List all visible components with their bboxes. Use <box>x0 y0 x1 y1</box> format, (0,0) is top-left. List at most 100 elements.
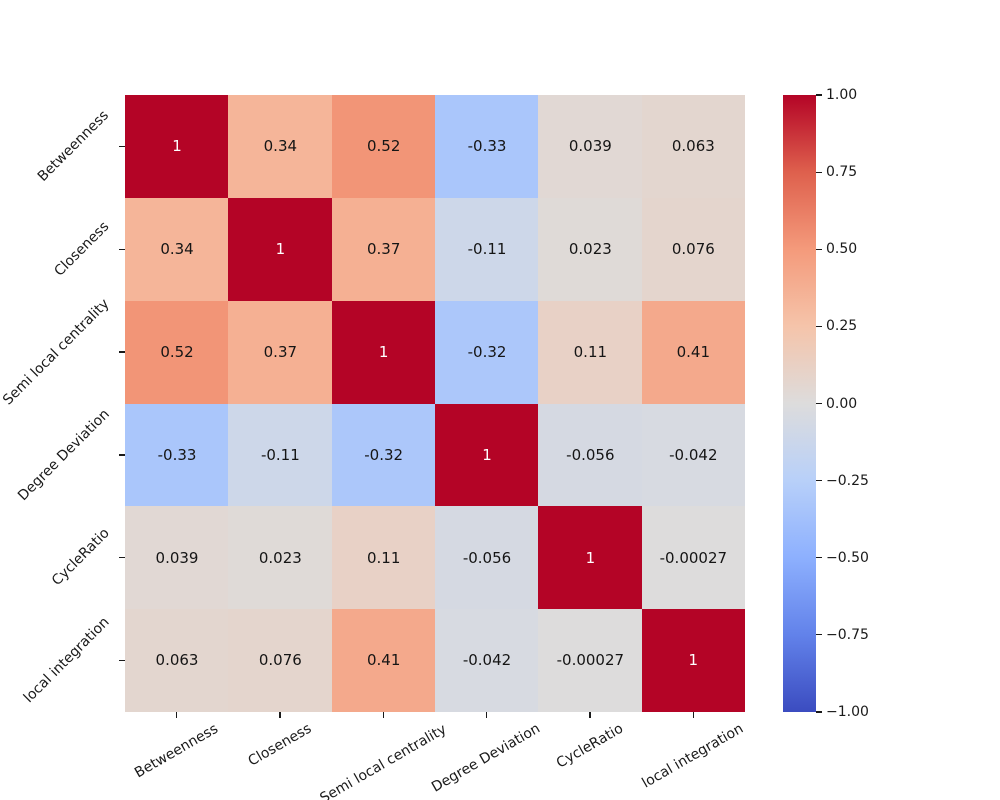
cell-value: 0.11 <box>573 342 608 361</box>
heatmap-cell: -0.042 <box>641 403 745 508</box>
y-tick-mark <box>119 248 125 250</box>
heatmap-cell: 0.039 <box>125 506 230 610</box>
colorbar-tick-mark <box>816 634 822 636</box>
cell-value: -0.042 <box>462 651 512 670</box>
heatmap-cell: 0.039 <box>538 95 643 199</box>
cell-value: -0.32 <box>364 445 404 464</box>
colorbar-tick-label: 0.25 <box>826 318 858 335</box>
colorbar-tick-mark <box>816 402 822 405</box>
heatmap-cell: -0.32 <box>331 403 436 508</box>
heatmap-cell: -0.33 <box>125 403 230 508</box>
cell-value: 0.063 <box>155 651 199 670</box>
heatmap-cell: 1 <box>538 506 643 610</box>
heatmap-cell: 0.52 <box>125 300 230 405</box>
cell-value: 0.41 <box>676 342 711 361</box>
colorbar-tick-label: 0.50 <box>826 241 858 258</box>
cell-value: -0.056 <box>566 445 615 464</box>
heatmap-cell: 0.063 <box>125 609 230 712</box>
cell-value: 0.063 <box>671 137 715 156</box>
heatmap-cell: 0.076 <box>228 609 333 712</box>
colorbar-tick-label: 0.00 <box>826 395 858 412</box>
cell-value: 0.52 <box>366 137 401 156</box>
cell-value: -0.00027 <box>659 548 728 567</box>
cell-value: 0.076 <box>671 240 715 259</box>
heatmap-cell: 1 <box>228 197 333 302</box>
heatmap-cell: 1 <box>641 609 745 712</box>
colorbar-tick-label: −0.75 <box>826 626 869 643</box>
colorbar-tick-mark <box>816 480 822 482</box>
heatmap-cell: -0.32 <box>435 300 540 405</box>
y-tick-mark <box>119 557 125 559</box>
colorbar-tick-label: 1.00 <box>826 87 858 103</box>
cell-value: -0.32 <box>467 342 507 361</box>
x-tick-label: Betweenness <box>132 720 221 782</box>
y-tick-label: local integration <box>20 614 113 707</box>
colorbar <box>783 95 816 712</box>
x-tick-mark <box>486 712 488 718</box>
heatmap-cell: 0.11 <box>331 506 436 610</box>
heatmap-cell: 0.34 <box>125 197 230 302</box>
cell-value: 0.37 <box>263 342 298 361</box>
colorbar-tick-mark <box>816 325 822 327</box>
y-tick-mark <box>119 454 125 456</box>
heatmap-cell: 0.37 <box>228 300 333 405</box>
cell-value: 1 <box>482 445 492 464</box>
colorbar-tick-label: −0.25 <box>826 472 869 489</box>
x-tick-mark <box>589 712 591 718</box>
cell-value: -0.042 <box>669 445 718 464</box>
colorbar-tick-mark <box>816 248 822 250</box>
heatmap-cell: 1 <box>435 403 540 508</box>
heatmap-cell: 0.41 <box>641 300 745 405</box>
heatmap-cell: 0.37 <box>331 197 436 302</box>
cell-value: 1 <box>378 342 389 361</box>
heatmap-cell: 0.34 <box>228 95 333 199</box>
y-tick-label: Closeness <box>51 218 113 280</box>
x-tick-label: CycleRatio <box>553 720 626 772</box>
cell-value: 0.52 <box>160 342 194 361</box>
cell-value: 1 <box>585 548 596 567</box>
cell-value: -0.00027 <box>556 651 625 670</box>
heatmap-cell: 0.023 <box>538 197 643 302</box>
heatmap-cell: 0.52 <box>331 95 436 199</box>
heatmap-cell: 0.41 <box>331 609 436 712</box>
cell-value: 0.039 <box>568 137 612 156</box>
heatmap-cell: 0.11 <box>538 300 643 405</box>
cell-value: 0.023 <box>258 548 302 567</box>
heatmap-cell: -0.00027 <box>641 506 745 610</box>
x-tick-mark <box>692 712 694 718</box>
y-tick-label: Semi local centrality <box>0 295 113 409</box>
heatmap-cell: -0.33 <box>435 95 540 199</box>
cell-value: 0.023 <box>568 240 612 259</box>
cell-value: 1 <box>172 137 182 156</box>
heatmap-cell: -0.11 <box>435 197 540 302</box>
colorbar-tick-mark <box>816 171 822 173</box>
x-tick-mark <box>176 712 178 718</box>
heatmap-cell: -0.056 <box>538 403 643 508</box>
heatmap-cell: -0.056 <box>435 506 540 610</box>
heatmap-cell: -0.042 <box>435 609 540 712</box>
cell-value: -0.056 <box>462 548 512 567</box>
y-tick-mark <box>119 351 125 353</box>
heatmap-cell: 1 <box>125 95 230 199</box>
cell-value: 0.11 <box>366 548 401 567</box>
x-tick-mark <box>279 712 281 718</box>
x-tick-label: local integration <box>639 720 747 792</box>
x-tick-label: Closeness <box>245 720 315 770</box>
cell-value: 0.076 <box>258 651 302 670</box>
x-tick-label: Semi local centrality <box>317 720 450 800</box>
cell-value: 1 <box>275 240 286 259</box>
cell-value: -0.33 <box>467 137 507 156</box>
cell-value: 1 <box>688 651 699 670</box>
cell-value: 0.34 <box>263 137 298 156</box>
colorbar-tick-label: −1.00 <box>826 704 869 720</box>
cell-value: 0.039 <box>155 548 199 567</box>
y-tick-mark <box>119 145 125 147</box>
colorbar-tick-label: −0.50 <box>826 549 869 566</box>
x-tick-mark <box>382 712 384 718</box>
y-tick-label: Degree Deviation <box>14 405 113 504</box>
colorbar-tick-mark <box>816 557 822 559</box>
cell-value: -0.11 <box>260 445 300 464</box>
heatmap-cell: -0.11 <box>228 403 333 508</box>
heatmap-cell: 1 <box>331 300 436 405</box>
